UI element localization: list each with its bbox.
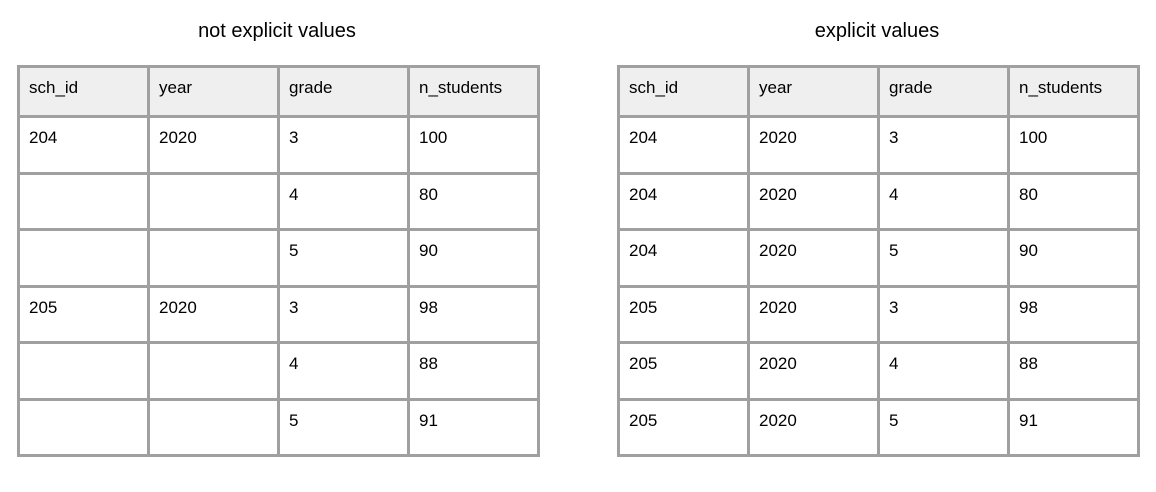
table-cell: 204 [617, 115, 750, 175]
table-row: 205 2020 4 88 [617, 341, 1140, 401]
table-row: 204 2020 3 100 [17, 115, 540, 175]
table-cell [147, 228, 280, 288]
table-row: 204 2020 4 80 [617, 171, 1140, 231]
table-cell: 3 [877, 115, 1010, 175]
table-cell: 90 [407, 228, 540, 288]
table-cell: 80 [1007, 171, 1140, 231]
header-row: sch_id year grade n_students [17, 65, 540, 118]
table-cell: 2020 [747, 284, 880, 344]
table-cell: 4 [277, 171, 410, 231]
table-cell: 3 [277, 115, 410, 175]
table-cell: 90 [1007, 228, 1140, 288]
table-cell [147, 171, 280, 231]
table-cell: 205 [617, 341, 750, 401]
table-cell: 204 [617, 228, 750, 288]
table-cell [147, 341, 280, 401]
panel-title: not explicit values [198, 20, 356, 42]
table-cell: 205 [17, 284, 150, 344]
table-cell: 5 [877, 228, 1010, 288]
table-cell: 98 [1007, 284, 1140, 344]
column-header: grade [877, 65, 1010, 118]
table-row: 205 2020 5 91 [617, 397, 1140, 457]
column-header: n_students [407, 65, 540, 118]
table-cell: 98 [407, 284, 540, 344]
table-cell [17, 228, 150, 288]
table-cell: 4 [877, 171, 1010, 231]
table-row: 205 2020 3 98 [617, 284, 1140, 344]
table-cell: 91 [1007, 397, 1140, 457]
table-cell: 2020 [747, 171, 880, 231]
table-cell: 88 [407, 341, 540, 401]
header-row: sch_id year grade n_students [617, 65, 1140, 118]
data-table: sch_id year grade n_students 204 2020 3 … [17, 65, 540, 457]
table-cell: 4 [877, 341, 1010, 401]
column-header: year [747, 65, 880, 118]
table-row: 5 91 [17, 397, 540, 457]
table-cell [17, 397, 150, 457]
table-cell: 5 [277, 397, 410, 457]
table-cell: 204 [17, 115, 150, 175]
table-cell: 3 [877, 284, 1010, 344]
table-cell: 100 [407, 115, 540, 175]
table-cell: 2020 [747, 397, 880, 457]
panel-title: explicit values [814, 20, 940, 42]
data-table: sch_id year grade n_students 204 2020 3 … [617, 65, 1140, 457]
table-cell: 204 [617, 171, 750, 231]
table-cell: 2020 [147, 284, 280, 344]
table-row: 4 88 [17, 341, 540, 401]
table-cell: 80 [407, 171, 540, 231]
table-row: 205 2020 3 98 [17, 284, 540, 344]
table-cell: 4 [277, 341, 410, 401]
column-header: year [147, 65, 280, 118]
column-header: n_students [1007, 65, 1140, 118]
table-row: 5 90 [17, 228, 540, 288]
table-cell: 205 [617, 397, 750, 457]
table-cell: 2020 [747, 341, 880, 401]
table-cell: 2020 [147, 115, 280, 175]
column-header: sch_id [617, 65, 750, 118]
table-cell: 91 [407, 397, 540, 457]
table-cell: 100 [1007, 115, 1140, 175]
table-cell: 2020 [747, 115, 880, 175]
table-cell: 88 [1007, 341, 1140, 401]
table-cell: 5 [277, 228, 410, 288]
table-cell: 3 [277, 284, 410, 344]
table-cell: 5 [877, 397, 1010, 457]
column-header: grade [277, 65, 410, 118]
table-cell [17, 341, 150, 401]
table-cell: 205 [617, 284, 750, 344]
table-row: 204 2020 3 100 [617, 115, 1140, 175]
table-row: 204 2020 5 90 [617, 228, 1140, 288]
column-header: sch_id [17, 65, 150, 118]
table-cell: 2020 [747, 228, 880, 288]
table-cell [147, 397, 280, 457]
table-cell [17, 171, 150, 231]
table-row: 4 80 [17, 171, 540, 231]
